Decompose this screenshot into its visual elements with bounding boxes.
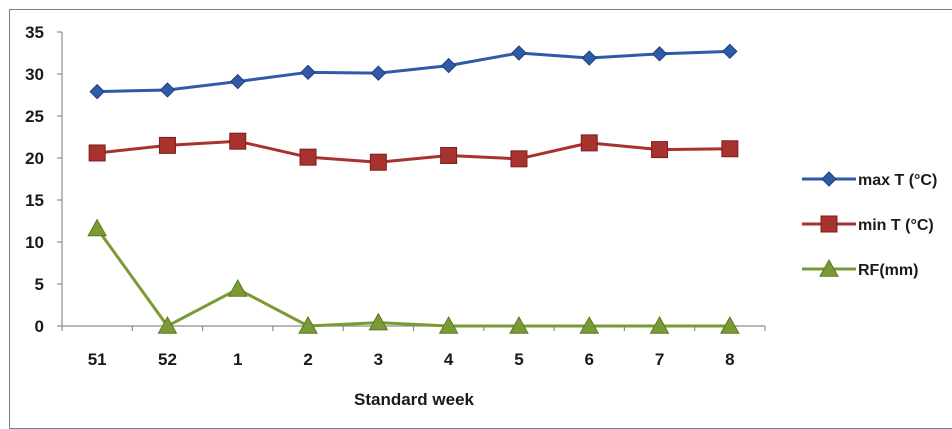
legend-marker-max-temp	[821, 171, 837, 187]
min-temp-data-point	[651, 141, 669, 159]
x-axis-title: Standard week	[354, 390, 475, 407]
rainfall-data-point	[509, 315, 529, 334]
max-temp-data-point	[230, 73, 246, 90]
max-temp-data-point	[89, 83, 105, 100]
rainfall-data-point	[227, 279, 248, 297]
legend-marker-min-temp	[820, 215, 838, 233]
min-temp-data-point	[299, 148, 317, 166]
max-temp-data-point	[300, 64, 316, 81]
legend-label-min-temp: min T (°C)	[858, 217, 934, 234]
min-temp-data-point	[369, 153, 387, 171]
rainfall-data-point	[368, 312, 389, 331]
max-temp-data-point	[581, 50, 597, 66]
rainfall-data-point	[157, 315, 178, 334]
min-temp-data-point	[510, 150, 528, 168]
y-tick-label: 25	[25, 107, 44, 126]
y-tick-label: 30	[25, 65, 44, 84]
max-temp-series-line	[97, 49, 730, 94]
max-temp-data-point	[651, 46, 668, 62]
max-temp-data-point	[440, 57, 457, 74]
rainfall-data-point	[87, 218, 107, 237]
legend-label-max-temp: max T (°C)	[858, 172, 937, 189]
y-tick-label: 35	[25, 23, 44, 42]
min-temp-data-point	[440, 146, 458, 164]
x-tick-label: 5	[514, 350, 523, 369]
y-tick-label: 15	[25, 191, 44, 210]
min-temp-series-line	[96, 139, 730, 164]
y-tick-label: 5	[35, 275, 44, 294]
x-tick-label: 4	[444, 350, 454, 369]
x-tick-label: 51	[88, 350, 107, 369]
max-temp-data-point	[370, 65, 387, 81]
max-temp-data-point	[722, 43, 738, 60]
min-temp-data-point	[158, 136, 176, 154]
x-tick-label: 7	[655, 350, 664, 369]
x-tick-label: 6	[585, 350, 594, 369]
x-tick-label: 1	[233, 350, 242, 369]
max-temp-data-point	[511, 45, 527, 61]
min-temp-data-point	[580, 134, 598, 152]
legend-label-rainfall: RF(mm)	[858, 262, 918, 279]
x-tick-label: 52	[158, 350, 177, 369]
min-temp-data-point	[88, 144, 106, 162]
x-tick-label: 8	[725, 350, 734, 369]
x-tick-label: 2	[303, 350, 312, 369]
rainfall-data-point	[298, 315, 318, 334]
rainfall-data-point	[438, 315, 459, 334]
line-chart: 0 5 10 15 20 25 30 35 51 52 1 2 3 4 5 6 7 8 Standard week m…	[25, 23, 937, 407]
max-temp-data-point	[159, 82, 176, 98]
rainfall-data-point	[720, 315, 740, 334]
y-tick-label: 0	[35, 317, 44, 336]
x-tick-label: 3	[374, 350, 383, 369]
min-temp-data-point	[229, 132, 247, 150]
legend-marker-rainfall	[819, 258, 839, 277]
rainfall-data-point	[579, 315, 600, 334]
y-tick-label: 20	[25, 149, 44, 168]
rainfall-series-line	[95, 227, 730, 328]
y-tick-label: 10	[25, 233, 44, 252]
rainfall-data-point	[649, 315, 670, 334]
min-temp-data-point	[721, 140, 739, 158]
